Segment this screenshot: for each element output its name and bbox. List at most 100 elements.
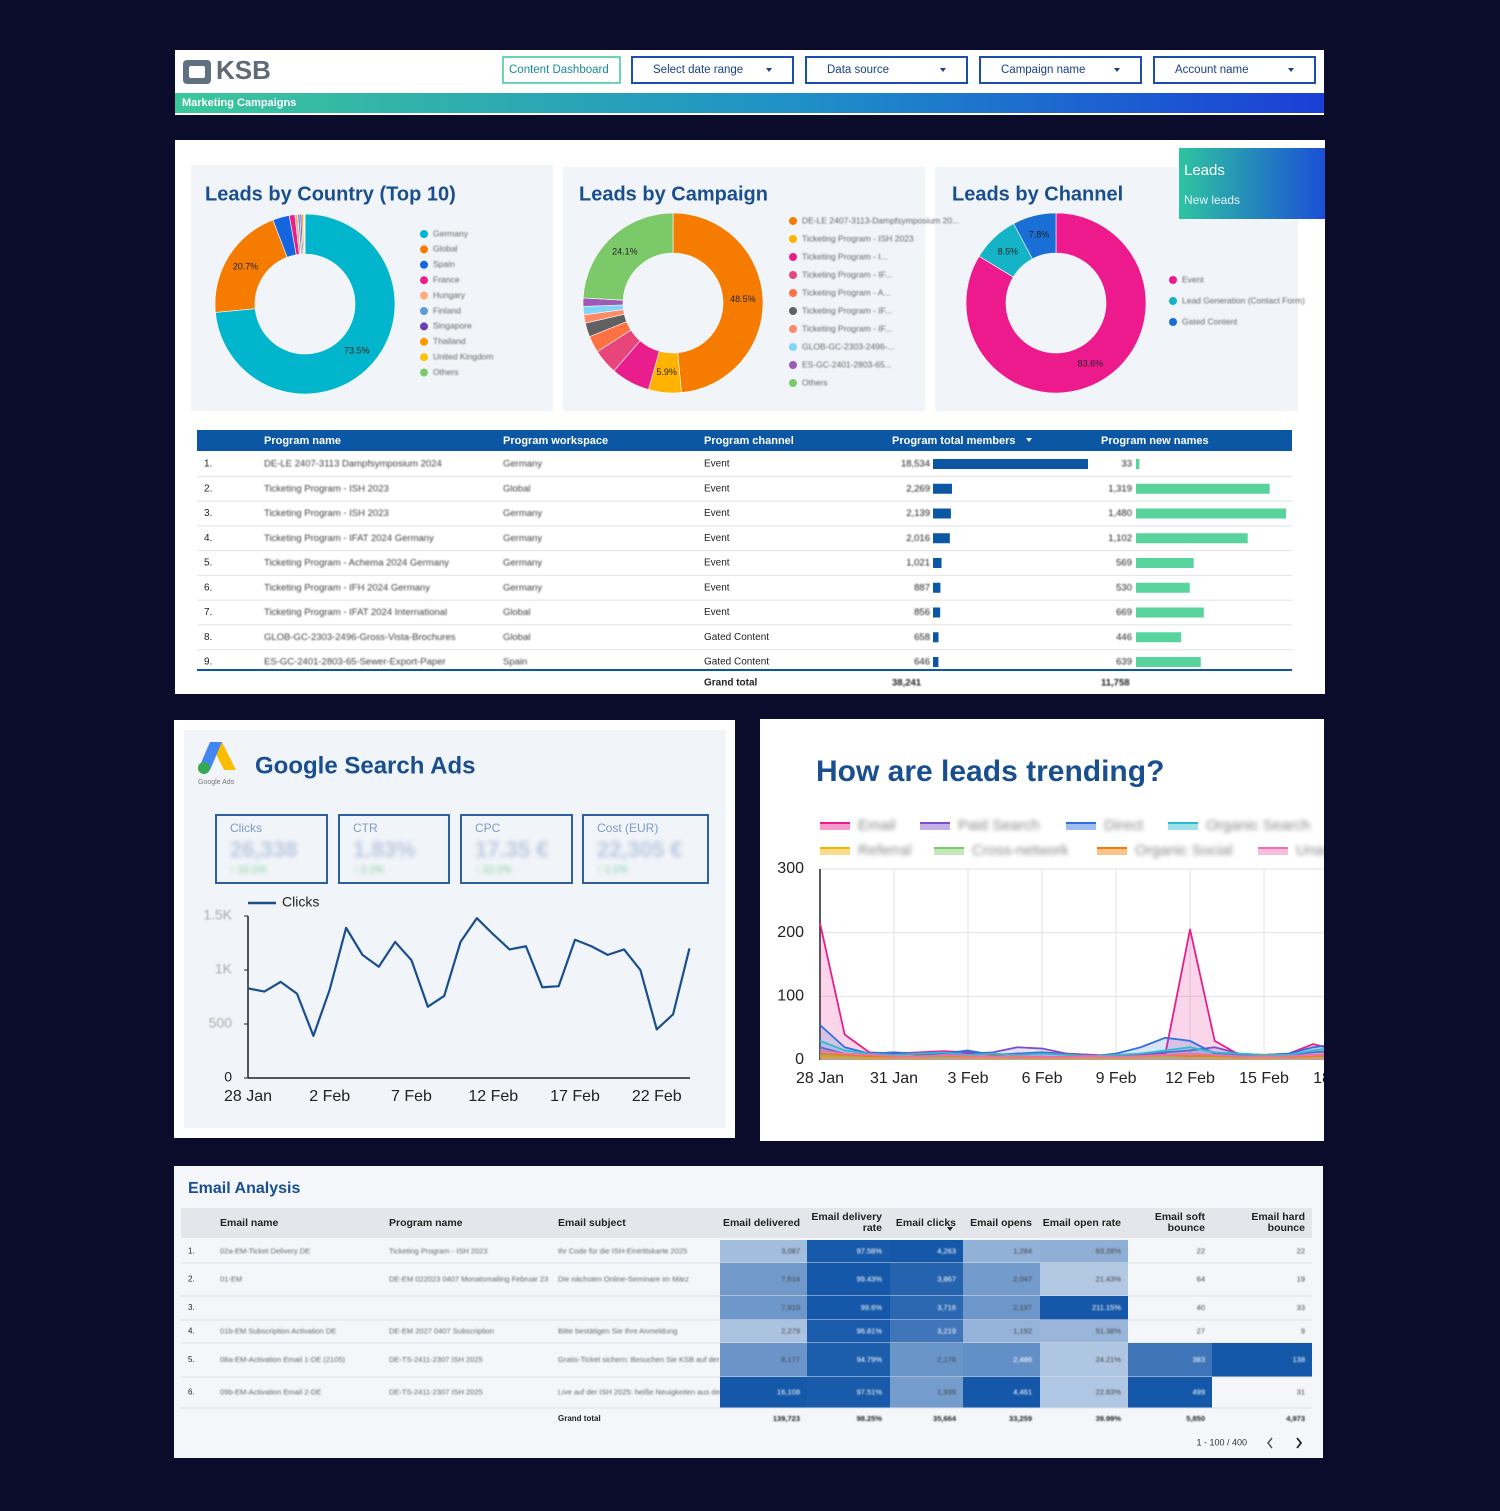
legend-dot: [420, 307, 428, 315]
column-header-box: Email hard bounce: [1251, 1211, 1305, 1234]
heat-cell: [1128, 1343, 1212, 1377]
total-cell: 33,259: [1009, 1414, 1032, 1423]
number-cell: 19: [1297, 1274, 1305, 1283]
new-names-bar: [1136, 558, 1194, 568]
button[interactable]: [805, 56, 968, 84]
legend-label: Others: [802, 377, 828, 387]
column-header: Email soft bounce: [1154, 1211, 1205, 1234]
new-names-label: 669: [1116, 607, 1132, 618]
text-cell: 09b-EM-Activation Email 2-DE: [220, 1387, 321, 1396]
legend-label: DE-LE 2407-3113-Dampfsymposium 20...: [802, 215, 959, 225]
heat-cell: [807, 1263, 890, 1296]
legend-dot: [789, 307, 797, 315]
trend-chart: How are leads trending? 0 100 200 300 28 Jan 3…: [777, 755, 1324, 1087]
kpi-value: 26,338: [230, 837, 297, 862]
heat-cell: [807, 1240, 890, 1263]
text-cell: Live auf der ISH 2025: heiße Neuigkeiten…: [558, 1387, 809, 1396]
y-tick-label: 300: [777, 860, 804, 877]
heat-cell: [720, 1263, 807, 1296]
dropdown-arrow: [1114, 68, 1120, 72]
legend-swatch: [934, 848, 964, 855]
number-cell: 1,284: [1013, 1246, 1032, 1255]
text-cell: Ihr Code für die ISH-Eintrittskarte 2025: [558, 1246, 687, 1255]
row-number: 8.: [204, 632, 212, 643]
button-label: Account name: [1175, 64, 1249, 76]
legend-label: Email: [858, 817, 896, 834]
legend-label: Lead Generation (Contact Form): [1182, 295, 1305, 305]
prev-page[interactable]: [1267, 1437, 1273, 1449]
button[interactable]: [631, 56, 794, 84]
members-label: 2,139: [906, 508, 930, 519]
number-cell: 27: [1197, 1326, 1205, 1335]
members-label: 1,021: [906, 558, 930, 569]
number-cell: 2,486: [1013, 1355, 1032, 1364]
dropdown-arrow: [940, 68, 946, 72]
dropdown-arrow: [766, 68, 772, 72]
grand-total: Grand total: [558, 1414, 601, 1423]
kpi-box: [338, 814, 450, 884]
number-cell: 24.21%: [1096, 1355, 1122, 1364]
members-bar: [933, 657, 939, 667]
kpi-delta: ↑ 2.1%: [353, 865, 384, 876]
row-number: 1.: [204, 459, 212, 470]
column-header-box: Email delivery rate: [811, 1212, 882, 1234]
heat-cell: [1212, 1320, 1312, 1343]
heat-cell: [963, 1296, 1040, 1320]
button[interactable]: [979, 56, 1142, 84]
new-names-bar: [1136, 607, 1204, 618]
slice: [965, 212, 1147, 394]
program-name: Ticketing Program - ISH 2023: [264, 508, 389, 519]
sort-arrow: [947, 1227, 953, 1231]
legend-swatch: [1066, 823, 1096, 830]
next-page[interactable]: [1296, 1437, 1303, 1449]
legend-label: Hungary: [433, 290, 466, 300]
row-number: 2.: [204, 483, 212, 494]
workspace: Germany: [503, 459, 542, 470]
ads-card: [184, 730, 726, 1128]
y-tick-label: 0: [795, 1051, 804, 1068]
members-label: 18,534: [901, 459, 930, 470]
kpi-value: 22,305 €: [597, 837, 683, 862]
row-number: 7.: [204, 607, 212, 618]
kpi-label: Clicks: [230, 821, 262, 835]
legend-label: Paid Search: [958, 817, 1040, 834]
legend-dot: [789, 343, 797, 351]
button[interactable]: [1153, 56, 1316, 84]
column-header-box: Program name: [389, 1217, 463, 1228]
slice-label: 24.1%: [612, 246, 638, 256]
x-tick-label: 28 Jan: [796, 1070, 844, 1087]
slice: [672, 212, 764, 393]
number-cell: 21.43%: [1096, 1274, 1122, 1283]
new-names-label: 1,480: [1108, 508, 1132, 519]
legend-label: Event: [1182, 274, 1204, 284]
workspace: Germany: [503, 508, 542, 519]
number-cell: 1,939: [937, 1387, 956, 1396]
column-header: Email opens: [970, 1216, 1032, 1229]
chart-title: Leads by Channel: [952, 183, 1123, 205]
grand-total: Grand total: [704, 678, 758, 689]
y-tick-label: 200: [777, 924, 804, 941]
logo-icon-inner: [189, 66, 205, 78]
slice: [582, 212, 674, 301]
heat-cell: [807, 1343, 890, 1377]
x-tick-label: 31 Jan: [870, 1070, 918, 1087]
slice-label: 5.9%: [656, 367, 677, 377]
column-header: Email hard bounce: [1251, 1211, 1305, 1234]
legend-dot: [1169, 297, 1177, 305]
text-cell: 02a-EM-Ticket Delivery DE: [220, 1246, 310, 1255]
row-number: 6.: [204, 582, 212, 593]
heat-cell: [890, 1320, 963, 1343]
heat-cell: [1040, 1263, 1128, 1296]
button[interactable]: [502, 56, 621, 84]
kpi-box: [582, 814, 709, 884]
total-cell: 139,723: [773, 1414, 800, 1423]
heat-cell: [1040, 1377, 1128, 1408]
program-name: ES-GC-2401-2803-65-Sewer-Export-Paper: [264, 657, 446, 668]
legend-label: Others: [433, 367, 459, 377]
members-bar: [933, 459, 1088, 469]
area: [820, 1024, 1324, 1060]
legend-dot: [1169, 318, 1177, 326]
legend-label: Global: [433, 244, 458, 254]
heat-cell: [720, 1296, 807, 1320]
number-cell: 1,192: [1013, 1326, 1032, 1335]
